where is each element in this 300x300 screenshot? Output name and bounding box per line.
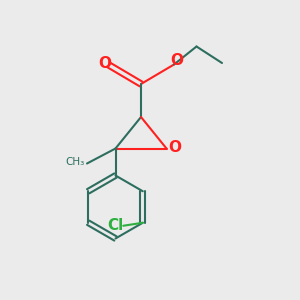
Text: Cl: Cl — [107, 218, 123, 233]
Text: CH₃: CH₃ — [65, 157, 85, 167]
Text: O: O — [168, 140, 182, 155]
Text: O: O — [98, 56, 111, 70]
Text: O: O — [170, 53, 184, 68]
